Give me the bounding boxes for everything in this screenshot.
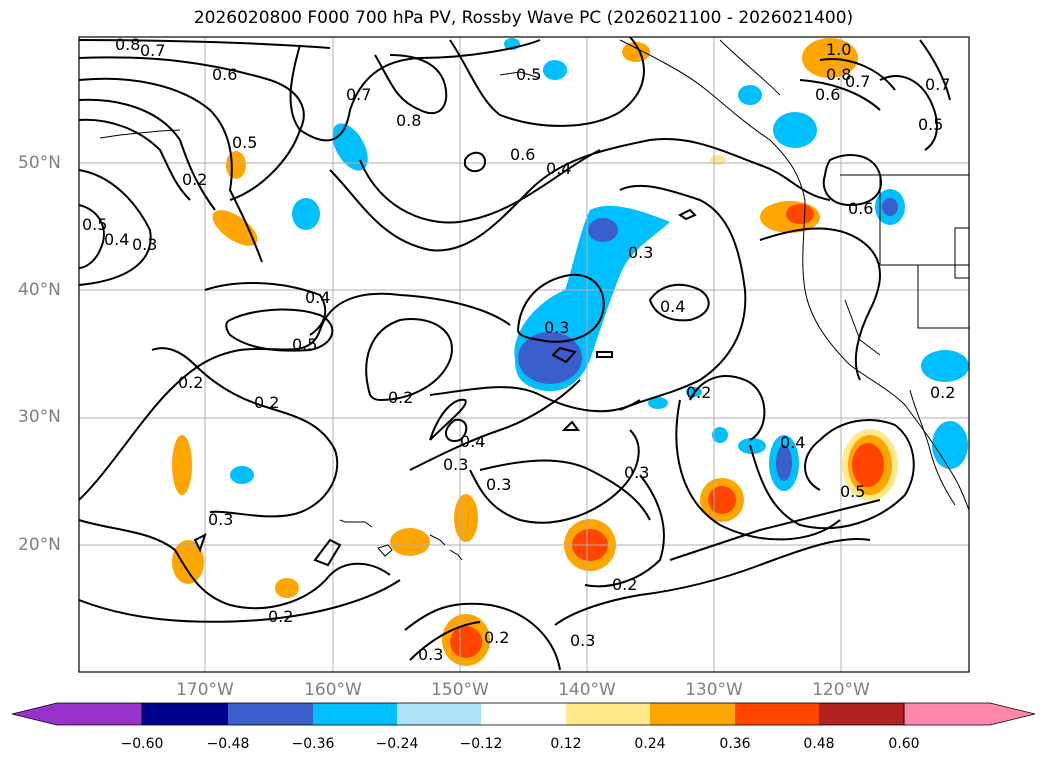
contour-label: 0.8 bbox=[396, 111, 421, 130]
contour-label: 0.3 bbox=[443, 455, 468, 474]
contour-label: 0.5 bbox=[292, 335, 317, 354]
lat-label-50n: 50°N bbox=[18, 153, 61, 173]
contour-label: 0.3 bbox=[418, 645, 443, 664]
positive-anomaly-shading bbox=[172, 38, 898, 666]
colorbar-tick: −0.12 bbox=[459, 736, 503, 752]
colorbar-segment bbox=[313, 703, 397, 725]
colorbar-segment bbox=[142, 703, 228, 725]
contour-label: 0.3 bbox=[486, 475, 511, 494]
colorbar-tick: −0.24 bbox=[375, 736, 419, 752]
colorbar bbox=[11, 702, 1036, 726]
contour-label: 0.2 bbox=[686, 383, 711, 402]
negative-anomaly-shading bbox=[230, 38, 969, 491]
colorbar-tick: 0.48 bbox=[803, 736, 835, 752]
contour-label: 0.8 bbox=[115, 35, 140, 54]
contour-label: 0.5 bbox=[840, 482, 865, 501]
contour-label: 0.3 bbox=[570, 631, 595, 650]
contour-label: 0.2 bbox=[178, 373, 203, 392]
contour-label: 0.4 bbox=[780, 433, 805, 452]
contour-label: 0.6 bbox=[212, 65, 237, 84]
colorbar-tick: 0.60 bbox=[888, 736, 920, 752]
colorbar-tick: 0.36 bbox=[719, 736, 751, 752]
colorbar-segment bbox=[735, 703, 819, 725]
lon-label-150w: 150°W bbox=[431, 680, 489, 700]
contour-label: 0.3 bbox=[208, 510, 233, 529]
contour-label: 0.8 bbox=[826, 65, 851, 84]
contour-label: 0.6 bbox=[815, 85, 840, 104]
contour-label: 0.2 bbox=[182, 170, 207, 189]
colorbar-segment bbox=[228, 703, 313, 725]
colorbar-tick: 0.24 bbox=[634, 736, 666, 752]
colorbar-tick: 0.12 bbox=[550, 736, 582, 752]
colorbar-segment bbox=[819, 703, 904, 725]
colorbar-segment bbox=[397, 703, 481, 725]
contour-label: 0.6 bbox=[510, 145, 535, 164]
colorbar-tick: −0.48 bbox=[206, 736, 250, 752]
coastlines bbox=[99, 39, 970, 561]
contour-label: 0.2 bbox=[612, 575, 637, 594]
colorbar-segment bbox=[566, 703, 650, 725]
colorbar-segment bbox=[481, 703, 566, 725]
lon-label-160w: 160°W bbox=[304, 680, 362, 700]
contour-label: 0.3 bbox=[544, 318, 569, 337]
contour-label: 0.3 bbox=[624, 463, 649, 482]
contour-label: 0.5 bbox=[232, 133, 257, 152]
contour-label: 0.6 bbox=[848, 199, 873, 218]
contour-label-group: 0.8 0.7 0.6 0.5 0.2 0.5 0.4 0.3 0.7 0.8 … bbox=[82, 35, 955, 664]
lon-label-130w: 130°W bbox=[685, 680, 743, 700]
contour-label: 0.4 bbox=[460, 432, 485, 451]
lat-label-20n: 20°N bbox=[18, 535, 61, 555]
colorbar-extend-high bbox=[903, 702, 1036, 726]
colorbar-tick: −0.36 bbox=[291, 736, 335, 752]
contour-label: 0.4 bbox=[104, 230, 129, 249]
pv-contours bbox=[78, 36, 951, 671]
lat-label-30n: 30°N bbox=[18, 407, 61, 427]
contour-label: 0.2 bbox=[388, 388, 413, 407]
contour-label: 0.2 bbox=[254, 393, 279, 412]
contour-label: 0.7 bbox=[845, 72, 870, 91]
contour-label: 0.5 bbox=[516, 65, 541, 84]
lat-label-40n: 40°N bbox=[18, 280, 61, 300]
contour-label: 0.3 bbox=[628, 243, 653, 262]
plot-area bbox=[78, 36, 970, 673]
contour-label: 0.4 bbox=[305, 288, 330, 307]
contour-label: 0.7 bbox=[925, 75, 950, 94]
contour-label: 0.4 bbox=[660, 297, 685, 316]
lon-label-170w: 170°W bbox=[176, 680, 234, 700]
lon-label-120w: 120°W bbox=[812, 680, 870, 700]
contour-label: 0.7 bbox=[140, 41, 165, 60]
contour-label: 0.2 bbox=[930, 383, 955, 402]
contour-label: 0.5 bbox=[918, 115, 943, 134]
contour-label: 0.2 bbox=[268, 607, 293, 626]
contour-label: 1.0 bbox=[826, 40, 851, 59]
graticule bbox=[79, 37, 969, 672]
contour-label: 0.2 bbox=[484, 628, 509, 647]
lon-label-140w: 140°W bbox=[558, 680, 616, 700]
contour-label: 0.7 bbox=[346, 85, 371, 104]
colorbar-segment bbox=[650, 703, 735, 725]
contour-label: 0.3 bbox=[132, 235, 157, 254]
colorbar-tick: −0.60 bbox=[120, 736, 164, 752]
colorbar-extend-low bbox=[11, 702, 143, 726]
map-title: 2026020800 F000 700 hPa PV, Rossby Wave … bbox=[193, 8, 854, 28]
contour-label: 0.4 bbox=[546, 159, 571, 178]
contour-label: 0.5 bbox=[82, 215, 107, 234]
